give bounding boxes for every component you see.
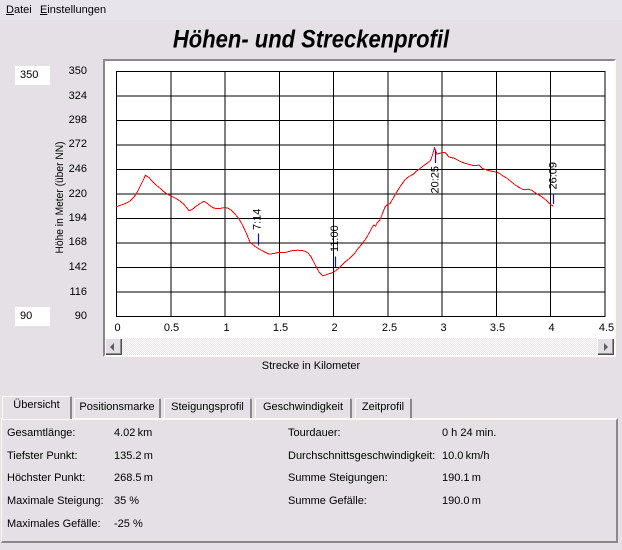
svg-text:20:25: 20:25 xyxy=(430,166,442,194)
svg-text:11:00: 11:00 xyxy=(329,225,341,252)
svg-text:7:14: 7:14 xyxy=(252,209,264,230)
svg-text:26:09: 26:09 xyxy=(548,162,560,190)
svg-text:Höhe in Meter (über NN): Höhe in Meter (über NN) xyxy=(54,142,66,254)
